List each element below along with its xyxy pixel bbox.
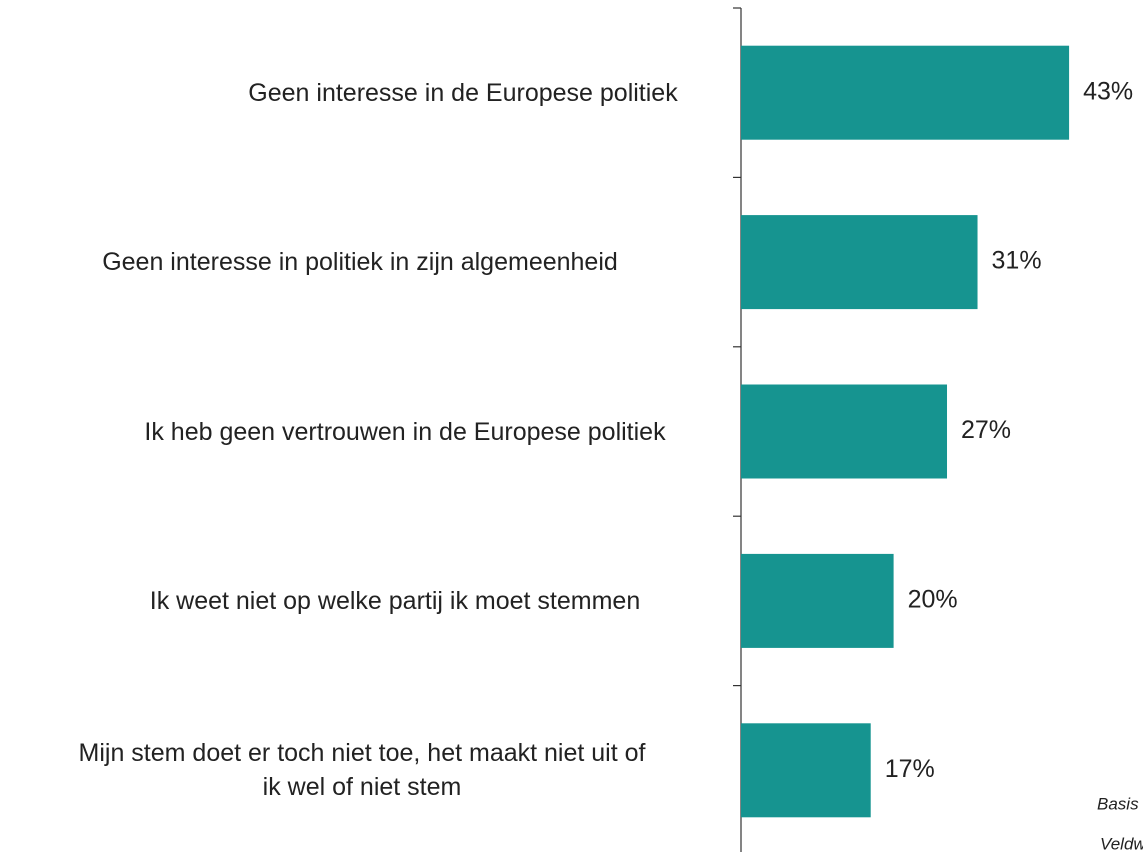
bar	[741, 723, 871, 818]
bar	[741, 384, 948, 479]
category-label: Geen interesse in politiek in zijn algem…	[102, 248, 618, 277]
category-label: Mijn stem doet er toch niet toe, het maa…	[78, 739, 646, 802]
category-label: Ik weet niet op welke partij ik moet ste…	[149, 586, 641, 615]
value-label: 43%	[1083, 77, 1133, 105]
value-label: 20%	[908, 586, 958, 614]
bar	[741, 215, 978, 310]
category-label: Ik heb geen vertrouwen in de Europese po…	[144, 417, 666, 446]
value-label: 27%	[961, 416, 1011, 444]
category-label: Geen interesse in de Europese politiek	[248, 78, 678, 107]
value-label: 17%	[885, 755, 935, 783]
bar	[741, 45, 1070, 140]
value-label: 31%	[992, 247, 1042, 275]
bar	[741, 553, 894, 648]
footnote: Veldw	[1100, 834, 1143, 852]
footnote: Basis	[1097, 794, 1139, 813]
